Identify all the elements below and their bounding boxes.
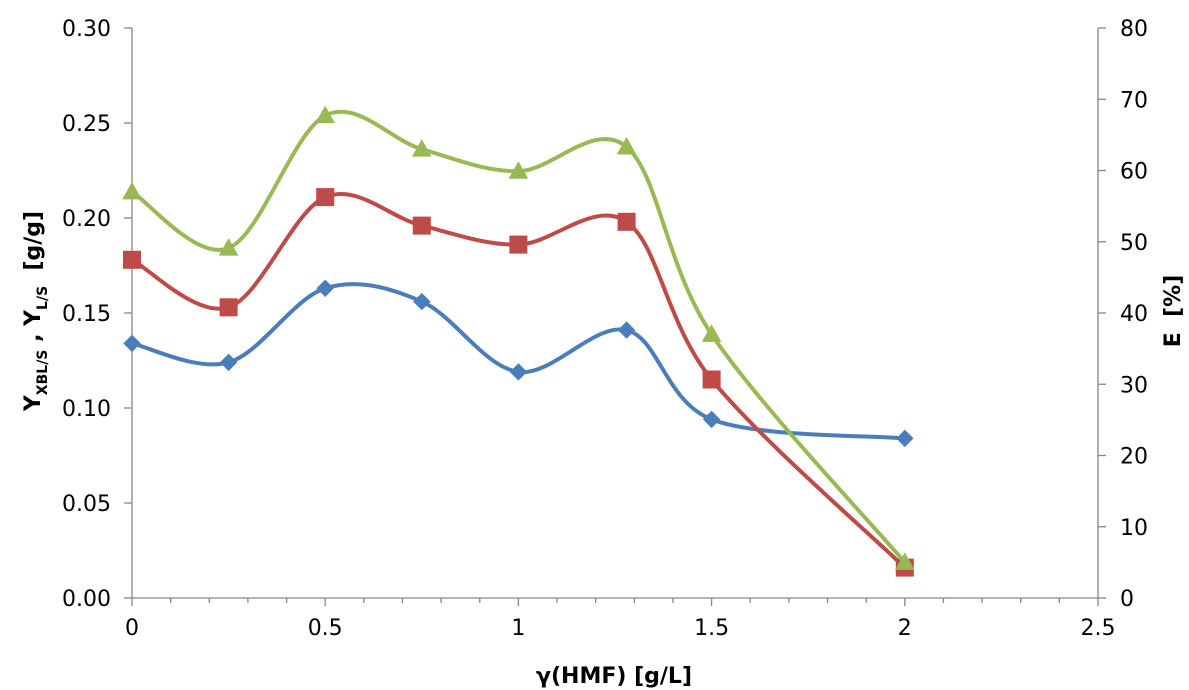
series-square bbox=[123, 188, 914, 577]
series-diamond bbox=[123, 279, 914, 448]
series-line bbox=[130, 109, 907, 565]
diamond-marker bbox=[617, 321, 636, 339]
triangle-marker bbox=[122, 181, 142, 200]
y-left-title-sub1: XBL/S bbox=[35, 350, 51, 396]
x-tick-label: 2.5 bbox=[1081, 616, 1116, 641]
triangle-marker bbox=[616, 136, 637, 155]
y-right-tick-label: 60 bbox=[1120, 160, 1148, 185]
y-right-tick-label: 10 bbox=[1120, 516, 1148, 541]
square-marker bbox=[509, 235, 528, 254]
x-tick-label: 0.5 bbox=[308, 616, 343, 641]
x-tick-label: 1.5 bbox=[694, 616, 729, 641]
triangle-marker bbox=[315, 105, 336, 124]
x-tick-label: 0 bbox=[125, 616, 139, 641]
y-left-tick-label: 0.10 bbox=[62, 397, 111, 422]
diamond-marker bbox=[413, 292, 431, 311]
y-right-tick-label: 30 bbox=[1120, 373, 1148, 398]
y-left-tick-label: 0.25 bbox=[62, 112, 111, 137]
y-right-tick-label: 80 bbox=[1120, 17, 1148, 42]
y-left-title-sep: , bbox=[21, 326, 46, 350]
triangle-marker bbox=[411, 139, 432, 157]
x-tick-label: 2 bbox=[898, 616, 912, 641]
series-triangle bbox=[122, 105, 915, 570]
y-left-tick-label: 0.20 bbox=[62, 207, 111, 232]
square-marker bbox=[412, 216, 431, 235]
square-marker bbox=[617, 212, 636, 231]
diamond-marker bbox=[509, 363, 528, 381]
y-left-title-unit: [g/g] bbox=[21, 211, 46, 286]
y-left-title-part2: Y bbox=[21, 309, 46, 327]
y-left-title-part1: Y bbox=[21, 394, 46, 412]
y-right-tick-label: 50 bbox=[1120, 231, 1148, 256]
triangle-marker bbox=[701, 324, 722, 342]
diamond-marker bbox=[123, 334, 141, 353]
y-left-tick-label: 0.05 bbox=[62, 492, 111, 517]
square-marker bbox=[123, 250, 141, 269]
square-marker bbox=[702, 370, 721, 389]
y-left-tick-label: 0.00 bbox=[62, 587, 111, 612]
diamond-marker bbox=[702, 410, 721, 429]
y-right-tick-label: 0 bbox=[1120, 587, 1134, 612]
y-left-tick-label: 0.15 bbox=[62, 302, 111, 327]
diamond-marker bbox=[219, 353, 238, 372]
x-axis-title: γ(HMF) [g/L] bbox=[536, 664, 692, 689]
series-layer bbox=[122, 105, 915, 577]
square-marker bbox=[219, 298, 238, 317]
x-tick-label: 1 bbox=[511, 616, 525, 641]
y-left-title-sub2: L/S bbox=[35, 286, 51, 310]
y-right-axis-title: E [%] bbox=[1161, 275, 1186, 348]
y-right-tick-label: 20 bbox=[1120, 445, 1148, 470]
triangle-marker bbox=[218, 238, 239, 256]
y-left-axis-title: YXBL/S , YL/S [g/g] bbox=[21, 211, 51, 412]
diamond-marker bbox=[316, 279, 334, 298]
triangle-marker bbox=[894, 552, 915, 570]
y-left-tick-label: 0.30 bbox=[62, 17, 111, 42]
y-right-tick-label: 40 bbox=[1120, 302, 1148, 327]
axes: 0 0.5 1 1.5 2 2.5 0.00 0.05 0.10 0.15 0.20 0.25 0.30… bbox=[62, 17, 1148, 641]
series-line bbox=[130, 282, 907, 441]
y-right-tick-label: 70 bbox=[1120, 88, 1148, 113]
diamond-marker bbox=[896, 429, 914, 448]
triangle-marker bbox=[508, 161, 529, 179]
square-marker bbox=[316, 188, 335, 207]
